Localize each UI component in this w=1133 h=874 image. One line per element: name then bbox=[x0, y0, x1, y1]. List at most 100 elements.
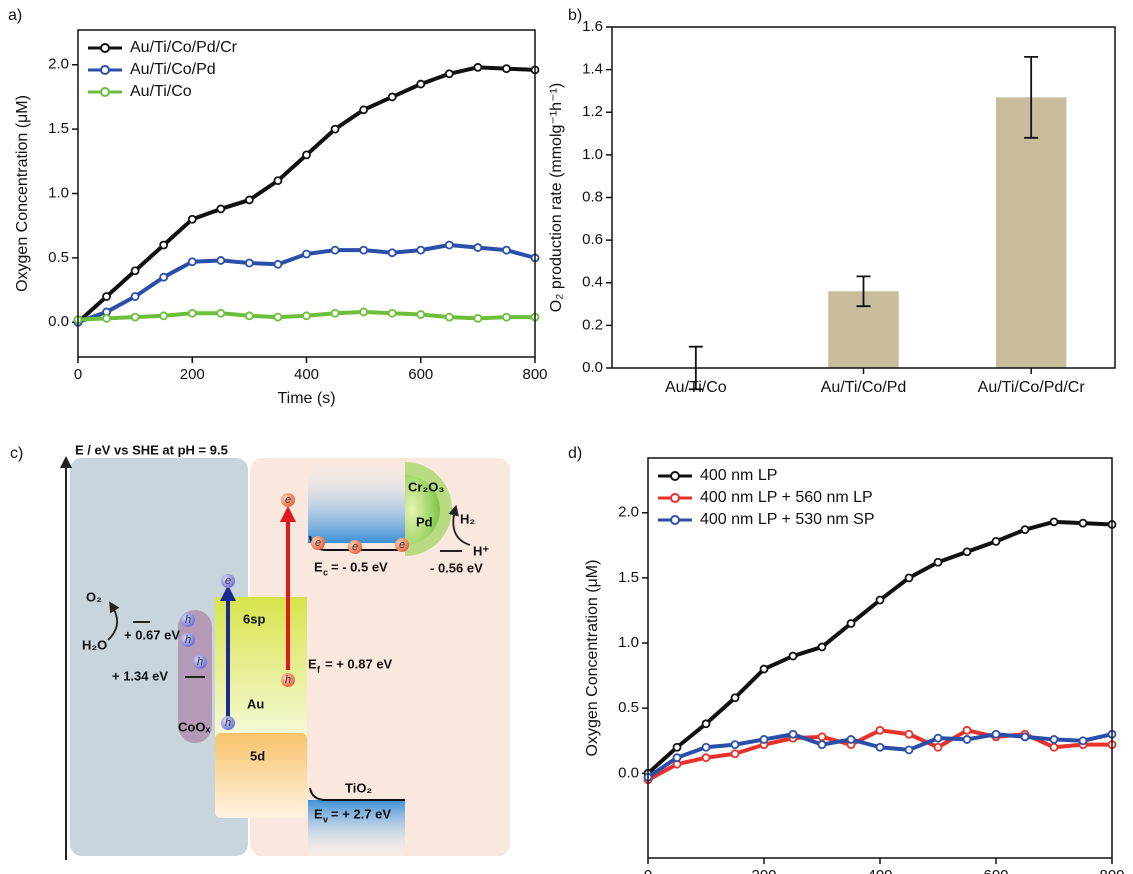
hole-label: h bbox=[185, 614, 191, 626]
electron bbox=[348, 540, 362, 554]
x-tick-label: 600 bbox=[408, 366, 433, 383]
cr2o3-label: Cr₂O₃ bbox=[408, 479, 444, 494]
electron-label: e bbox=[352, 541, 358, 553]
h2-arrow bbox=[448, 504, 471, 546]
data-point bbox=[1020, 732, 1030, 742]
hole-label: h bbox=[225, 717, 231, 729]
data-point bbox=[130, 266, 140, 276]
data-point bbox=[130, 312, 140, 322]
conduction-band bbox=[308, 458, 405, 543]
data-point bbox=[187, 308, 197, 318]
holes: h h h h h bbox=[181, 613, 295, 730]
data-point bbox=[1078, 518, 1088, 528]
data-point bbox=[216, 204, 226, 214]
data-point bbox=[1020, 525, 1030, 535]
data-point bbox=[846, 735, 856, 744]
data-point bbox=[473, 243, 483, 252]
data-point bbox=[159, 272, 169, 282]
data-point bbox=[701, 719, 711, 729]
data-point bbox=[1049, 517, 1059, 527]
data-point bbox=[102, 313, 111, 323]
x-axis-label: Time (s) bbox=[277, 390, 335, 407]
hole-label: h bbox=[185, 634, 191, 646]
legend-marker bbox=[100, 43, 110, 53]
hplus-level: - 0.56 eV bbox=[430, 560, 483, 575]
y-axis-label: Oxygen Concentration (μM) bbox=[584, 560, 601, 757]
data-point bbox=[672, 742, 682, 752]
ef-sub: f bbox=[317, 664, 321, 674]
data-point bbox=[933, 733, 943, 743]
data-point bbox=[444, 69, 454, 79]
hole-label: h bbox=[285, 674, 291, 686]
y-tick-label: 0.2 bbox=[582, 316, 603, 333]
data-point bbox=[302, 150, 311, 160]
electron-label: e bbox=[399, 539, 405, 551]
error-bar bbox=[1024, 55, 1039, 139]
electron-label: e bbox=[285, 494, 291, 506]
au-5d bbox=[215, 733, 307, 818]
x-tick-label: 800 bbox=[522, 366, 547, 383]
tio2-label: TiO₂ bbox=[345, 780, 372, 795]
ec-value: = - 0.5 eV bbox=[331, 559, 388, 574]
data-point bbox=[788, 729, 798, 739]
data-point bbox=[759, 735, 769, 744]
legend-label: Au/Ti/Co/Pd bbox=[130, 61, 216, 78]
legend-marker bbox=[670, 493, 680, 503]
data-point bbox=[730, 749, 740, 759]
pd-particle bbox=[405, 475, 440, 545]
hole bbox=[181, 613, 195, 627]
legend-label: 400 nm LP + 530 nm SP bbox=[700, 511, 874, 528]
electron bbox=[395, 538, 409, 552]
valence-band bbox=[308, 800, 405, 858]
data-point bbox=[359, 245, 369, 255]
x-tick-label: 600 bbox=[983, 867, 1008, 874]
data-point bbox=[1078, 736, 1088, 746]
data-point bbox=[273, 312, 283, 322]
y-axis-label: Oxygen Concentration (μM) bbox=[14, 95, 31, 292]
hole bbox=[193, 655, 207, 669]
data-point bbox=[875, 742, 885, 752]
y-tick-label: 2.0 bbox=[48, 56, 69, 73]
x-tick-label: 0 bbox=[644, 867, 652, 874]
data-point bbox=[502, 64, 511, 74]
data-point bbox=[416, 245, 426, 255]
data-point bbox=[473, 62, 483, 72]
legend-label: Au/Ti/Co bbox=[130, 83, 192, 100]
data-point bbox=[244, 311, 254, 321]
data-point bbox=[102, 292, 111, 301]
ef-value: = + 0.87 eV bbox=[325, 656, 393, 671]
data-point bbox=[387, 308, 397, 318]
data-point bbox=[216, 256, 226, 265]
hplus-label: H⁺ bbox=[473, 543, 489, 558]
x-tick-label: 200 bbox=[751, 867, 776, 874]
x-tick-label: 800 bbox=[1099, 867, 1124, 874]
panel-label: b) bbox=[568, 7, 582, 24]
plot-frame bbox=[611, 26, 1116, 369]
data-point bbox=[904, 729, 914, 739]
data-point bbox=[387, 92, 397, 102]
plot-frame bbox=[77, 29, 536, 358]
o2-label: O₂ bbox=[86, 589, 102, 604]
data-point bbox=[130, 292, 140, 301]
x-tick-label: Au/Ti/Co/Pd bbox=[821, 379, 907, 396]
y-tick-label: 0.5 bbox=[48, 249, 69, 266]
y-tick-label: 0.8 bbox=[582, 188, 603, 205]
legend-marker bbox=[670, 515, 680, 525]
y-tick-label: 1.4 bbox=[582, 61, 603, 78]
ef-symbol: E bbox=[308, 656, 317, 671]
data-point bbox=[244, 258, 254, 268]
data-point bbox=[875, 595, 885, 605]
coox-level: + 1.34 eV bbox=[112, 668, 168, 683]
x-tick-label: Au/Ti/Co bbox=[665, 379, 727, 396]
data-point bbox=[933, 742, 943, 752]
electron-label: e bbox=[225, 575, 231, 587]
hole bbox=[181, 633, 195, 647]
data-point bbox=[273, 259, 283, 269]
y-tick-label: 0.5 bbox=[618, 699, 639, 716]
data-point bbox=[359, 307, 369, 317]
data-point bbox=[302, 311, 311, 321]
ev-value: = + 2.7 eV bbox=[331, 806, 391, 821]
data-point bbox=[216, 308, 226, 318]
electron-label: e bbox=[315, 537, 321, 549]
y-tick-label: 1.5 bbox=[618, 569, 639, 586]
